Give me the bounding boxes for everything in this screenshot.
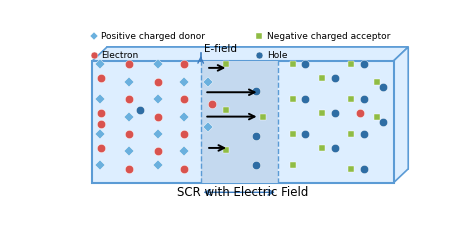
Polygon shape bbox=[107, 48, 408, 169]
Text: SCR with Electric Field: SCR with Electric Field bbox=[177, 186, 309, 198]
Text: Electron: Electron bbox=[101, 51, 139, 60]
Bar bbox=[201, 62, 278, 183]
Polygon shape bbox=[393, 48, 408, 183]
Polygon shape bbox=[92, 48, 408, 62]
Bar bbox=[92, 62, 393, 183]
Text: E-field: E-field bbox=[204, 44, 237, 54]
Text: Positive charged donor: Positive charged donor bbox=[101, 32, 206, 41]
Text: Hole: Hole bbox=[267, 51, 287, 60]
Text: Negative charged acceptor: Negative charged acceptor bbox=[267, 32, 390, 41]
